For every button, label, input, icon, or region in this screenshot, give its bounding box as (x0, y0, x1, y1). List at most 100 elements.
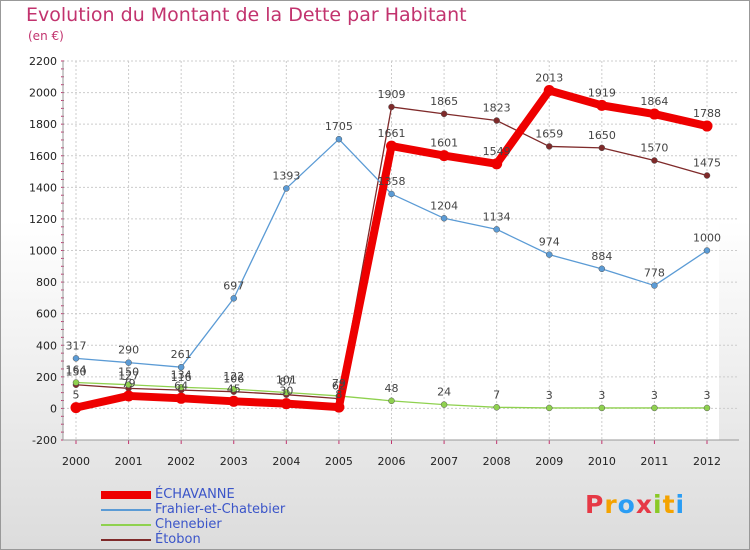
data-point (175, 392, 187, 404)
data-label: 24 (437, 386, 451, 399)
data-point (546, 404, 553, 412)
y-tick-label: 1800 (29, 118, 57, 131)
y-tick-label: 2200 (29, 55, 57, 68)
data-point (280, 398, 292, 410)
data-point (546, 143, 553, 150)
data-point (228, 395, 240, 407)
data-label: 1549 (483, 145, 511, 158)
legend-label: ÉCHAVANNE (155, 487, 235, 502)
data-label: 2013 (535, 72, 563, 85)
data-point (177, 384, 185, 391)
y-tick-label: 1600 (29, 150, 57, 163)
data-label: 45 (227, 382, 241, 395)
data-label: 79 (332, 377, 346, 390)
data-label: 1864 (640, 95, 668, 108)
legend-label: Chenebier (155, 517, 222, 532)
x-tick-label: 2010 (588, 455, 616, 468)
chart-subtitle: (en €) (28, 29, 64, 43)
data-point (491, 158, 503, 170)
y-tick-label: 400 (36, 339, 57, 352)
data-point (440, 215, 448, 222)
y-tick-label: 1200 (29, 213, 57, 226)
data-point (648, 108, 660, 120)
data-point (72, 379, 80, 386)
data-label: 1661 (378, 127, 406, 140)
data-point (283, 185, 290, 192)
data-point (543, 85, 555, 97)
x-tick-label: 2000 (62, 455, 90, 468)
data-label: 127 (118, 369, 139, 382)
y-tick-label: 1000 (29, 245, 57, 258)
y-tick-label: 200 (36, 371, 57, 384)
data-point (493, 404, 500, 411)
data-label: 884 (591, 250, 612, 263)
x-tick-label: 2012 (693, 455, 721, 468)
data-point (125, 359, 132, 366)
data-label: 3 (598, 389, 605, 402)
legend-swatch (101, 491, 151, 499)
data-point (651, 282, 658, 289)
data-label: 1705 (325, 120, 353, 133)
x-tick-label: 2003 (220, 455, 248, 468)
data-point (651, 157, 658, 164)
legend-swatch (101, 509, 151, 511)
y-tick-label: 1400 (29, 181, 57, 194)
data-label: 1909 (378, 88, 406, 101)
data-point (177, 363, 185, 371)
data-point (703, 404, 711, 412)
data-label: 5 (73, 389, 80, 402)
data-point (440, 110, 448, 118)
data-point (230, 295, 237, 302)
data-label: 122 (223, 370, 244, 383)
data-label: 116 (171, 371, 192, 384)
data-point (596, 99, 608, 111)
data-label: 134 (171, 368, 192, 381)
data-point (701, 120, 713, 132)
data-point (703, 247, 711, 254)
data-point (598, 144, 606, 152)
legend-swatch (101, 524, 151, 526)
proxiti-logo: Proxiti (585, 490, 686, 519)
x-tick-label: 2001 (115, 455, 143, 468)
data-label: 1865 (430, 95, 458, 108)
data-label: 8 (335, 388, 342, 401)
data-label: 30 (279, 385, 293, 398)
data-label: 106 (223, 373, 244, 386)
data-label: 1358 (378, 175, 406, 188)
data-point (386, 140, 397, 152)
data-point (333, 401, 345, 413)
data-point (388, 190, 395, 198)
x-tick-label: 2004 (272, 455, 300, 468)
data-label: 1475 (693, 156, 721, 169)
data-label: 79 (122, 377, 136, 390)
x-tick-label: 2005 (325, 455, 353, 468)
data-point (388, 103, 395, 111)
x-tick-label: 2009 (535, 455, 563, 468)
y-tick-label: 600 (36, 308, 57, 321)
data-label: 1204 (430, 199, 458, 212)
y-tick-label: 2000 (29, 87, 57, 100)
y-tick-label: 800 (36, 276, 57, 289)
data-label: 697 (223, 279, 244, 292)
x-tick-label: 2011 (640, 455, 668, 468)
data-label: 3 (651, 389, 658, 402)
data-label: 1134 (483, 210, 511, 223)
data-label: 1823 (483, 102, 511, 115)
data-point (598, 404, 606, 412)
data-point (493, 117, 500, 124)
data-label: 974 (539, 236, 560, 249)
data-label: 164 (66, 364, 87, 377)
data-point (703, 172, 711, 179)
data-label: 1000 (693, 232, 721, 245)
x-tick-label: 2007 (430, 455, 458, 468)
data-point (72, 355, 80, 362)
legend-swatch (101, 539, 151, 541)
data-label: 1570 (640, 141, 668, 154)
data-label: 64 (174, 379, 188, 392)
data-point (388, 397, 395, 405)
y-tick-label: 0 (50, 402, 57, 415)
data-point (70, 402, 82, 414)
legend-label: Frahier-et-Chatebier (155, 502, 286, 517)
